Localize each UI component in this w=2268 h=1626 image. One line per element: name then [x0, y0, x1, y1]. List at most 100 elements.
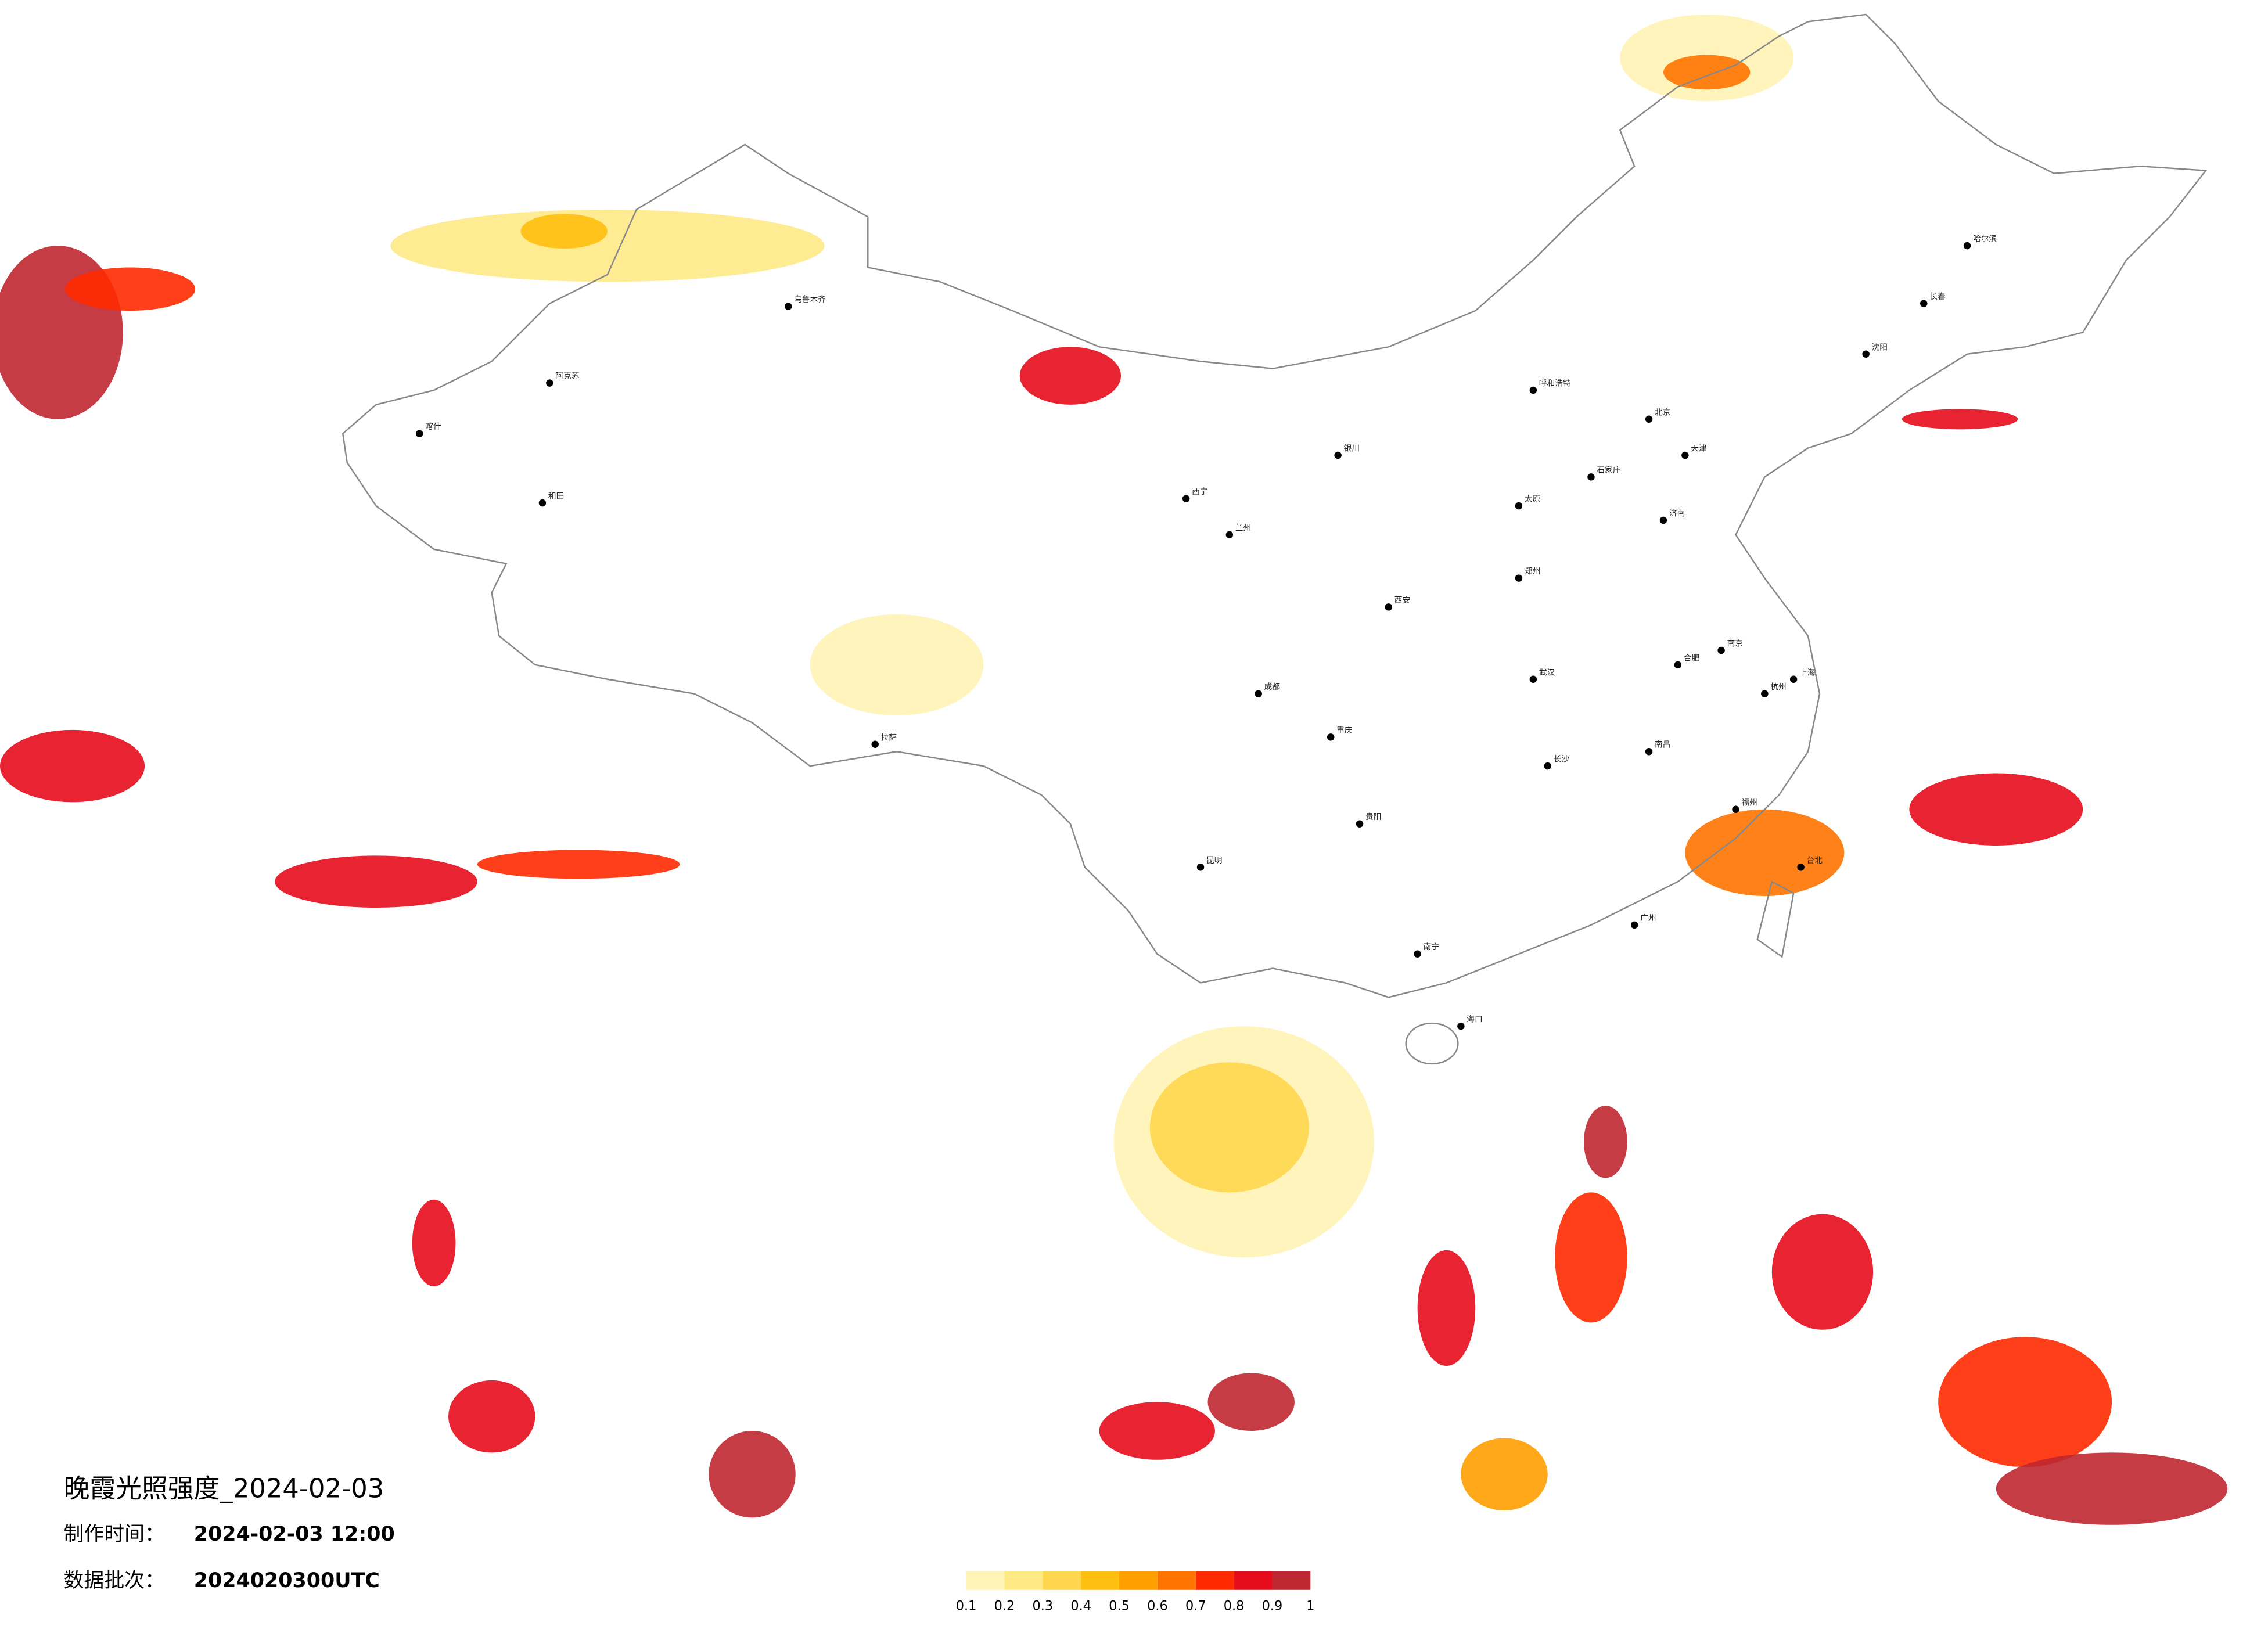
city-dot: [1717, 646, 1725, 654]
city-dot: [1797, 864, 1805, 871]
heat-area: [1207, 1373, 1295, 1431]
legend-swatch: [1157, 1571, 1196, 1590]
heat-area: [1461, 1438, 1548, 1510]
legend-swatch: [1004, 1571, 1043, 1590]
city-dot: [1630, 921, 1638, 929]
city-dot: [1587, 473, 1595, 481]
heat-area: [1584, 1106, 1627, 1178]
city-dot: [1334, 451, 1342, 459]
legend-tick-label: 0.7: [1185, 1599, 1206, 1614]
heat-area: [1771, 1214, 1874, 1330]
city-label: 喀什: [425, 422, 441, 431]
city-label: 石家庄: [1597, 465, 1620, 475]
city-label: 拉萨: [881, 733, 897, 742]
heat-area: [1149, 1062, 1309, 1193]
city-label: 兰州: [1235, 523, 1251, 533]
heat-area: [1555, 1192, 1627, 1323]
city-dot: [1515, 574, 1523, 582]
heat-area: [448, 1380, 535, 1453]
city-label: 南京: [1727, 639, 1743, 649]
city-dot: [1515, 502, 1523, 510]
legend-swatch: [1119, 1571, 1158, 1590]
city-dot: [1255, 690, 1262, 697]
made-time: 2024-02-03 12:00: [194, 1523, 395, 1546]
city-label: 北京: [1655, 408, 1670, 417]
city-dot: [1659, 516, 1667, 524]
city-dot: [1544, 762, 1551, 770]
china-border: [342, 13, 2208, 998]
city-label: 武汉: [1539, 668, 1555, 677]
legend-swatch: [966, 1571, 1005, 1590]
city-dot: [546, 379, 553, 387]
city-label: 福州: [1741, 798, 1757, 807]
legend-tick-label: 1: [1306, 1599, 1314, 1614]
legend-swatch: [1043, 1571, 1081, 1590]
heat-area: [1996, 1452, 2228, 1525]
legend-swatch: [1272, 1571, 1311, 1590]
heat-area: [709, 1431, 796, 1518]
heat-area: [65, 267, 196, 311]
city-label: 贵阳: [1365, 812, 1381, 822]
heat-area: [1099, 1402, 1215, 1460]
city-dot: [1920, 300, 1928, 307]
made-label: 制作时间：: [64, 1523, 165, 1546]
heat-area: [1685, 809, 1845, 897]
city-dot: [1732, 805, 1739, 813]
city-label: 长春: [1929, 292, 1946, 301]
heat-area: [275, 855, 477, 908]
batch: 2024020300UTC: [194, 1569, 380, 1592]
city-dot: [1356, 820, 1364, 828]
city-label: 哈尔滨: [1973, 235, 1997, 244]
city-label: 合肥: [1684, 653, 1700, 663]
city-label: 天津: [1691, 444, 1707, 454]
city-dot: [1327, 733, 1335, 741]
city-label: 台北: [1807, 856, 1823, 865]
title: 晚霞光照强度_2024-02-03: [64, 1473, 384, 1504]
city-label: 成都: [1264, 682, 1281, 692]
city-dot: [1196, 864, 1205, 871]
legend-tick-label: 0.3: [1033, 1599, 1054, 1614]
heat-area: [1938, 1337, 2112, 1467]
heat-area: [1417, 1250, 1476, 1366]
heat-area: [1663, 55, 1751, 90]
city-dot: [1529, 386, 1537, 394]
city-label: 阿克苏: [555, 372, 579, 381]
city-label: 上海: [1799, 668, 1816, 677]
legend-tick-label: 0.8: [1224, 1599, 1245, 1614]
city-dot: [538, 499, 547, 507]
heat-area: [520, 214, 608, 249]
heat-area: [810, 614, 984, 715]
legend-tick-label: 0.9: [1262, 1599, 1283, 1614]
city-label: 重庆: [1336, 726, 1353, 735]
city-dot: [1414, 950, 1421, 958]
city-dot: [1789, 675, 1798, 683]
city-dot: [1761, 690, 1769, 697]
heat-area: [1909, 773, 2083, 846]
city-label: 南昌: [1655, 740, 1670, 750]
city-label: 杭州: [1770, 682, 1786, 692]
city-label: 太原: [1525, 495, 1540, 504]
city-dot: [1529, 675, 1537, 683]
batch-label: 数据批次：: [64, 1569, 165, 1592]
heat-area: [477, 850, 680, 879]
legend-swatch: [1234, 1571, 1273, 1590]
city-dot: [1385, 603, 1393, 611]
city-dot: [1182, 495, 1190, 502]
city-label: 郑州: [1525, 567, 1540, 576]
city-dot: [1645, 748, 1653, 756]
city-dot: [1674, 661, 1682, 669]
city-dot: [1681, 451, 1689, 459]
city-label: 海口: [1467, 1015, 1482, 1024]
legend-tick-label: 0.4: [1070, 1599, 1091, 1614]
city-label: 广州: [1640, 913, 1656, 923]
city-label: 呼和浩特: [1539, 379, 1571, 388]
legend-tick-label: 0.2: [994, 1599, 1015, 1614]
legend-tick-label: 0.6: [1147, 1599, 1168, 1614]
heat-area: [1902, 409, 2018, 430]
city-label: 沈阳: [1872, 343, 1888, 352]
city-dot: [1963, 242, 1971, 250]
city-dot: [415, 430, 423, 437]
hainan-border: [1405, 1022, 1459, 1065]
